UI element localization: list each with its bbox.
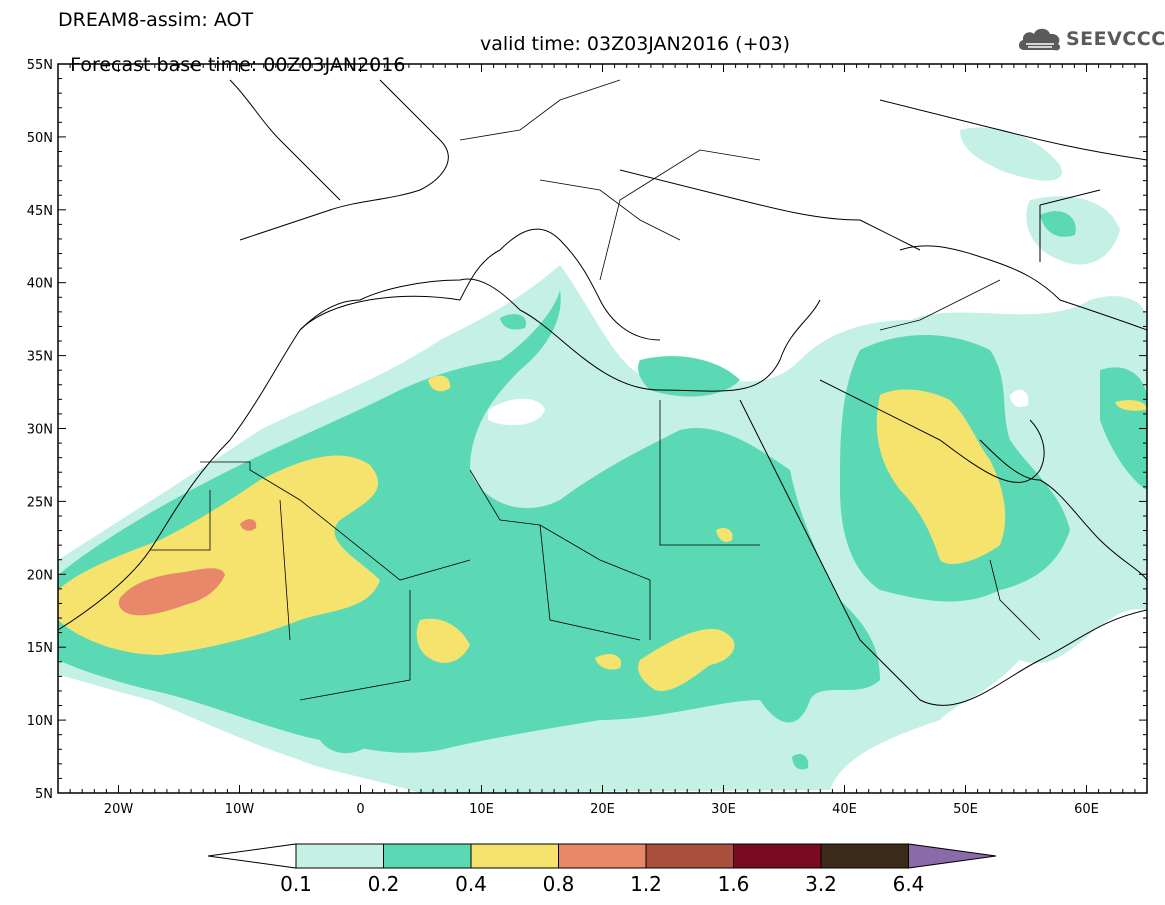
lat-label: 55N [27,58,53,73]
aot-level-0.8 [118,519,257,616]
lat-label: 15N [27,641,53,656]
colorbar-label: 0.4 [455,872,487,896]
colorbar-swatch [295,843,384,869]
lon-label: 30E [711,802,736,817]
lon-label: 20E [590,802,615,817]
colorbar-label: 1.6 [717,872,750,896]
colorbar-swatch [558,843,647,869]
colorbar-swatch [645,843,734,869]
lat-label: 10N [27,714,53,729]
lon-label: 50E [953,802,978,817]
colorbar-label: 3.2 [805,872,837,896]
colorbar-label: 0.8 [542,872,575,896]
colorbar [207,843,997,869]
aot-field [58,127,1147,793]
lat-label: 40N [27,277,53,292]
lat-label: 5N [35,787,53,802]
map-axes: 55N 50N 45N 40N 35N 30N 25N 20N 15N 10N 5N 20W 10W 0 1… [27,58,1148,817]
colorbar-swatch [820,843,909,869]
lon-label: 10W [225,802,255,817]
map-title: DREAM8-assim: AOT [58,9,254,31]
lon-label: 10E [469,802,494,817]
lon-label: 20W [104,802,134,817]
colorbar-label: 0.1 [280,872,312,896]
colorbar-swatch [733,843,822,869]
colorbar-label: 1.2 [630,872,662,896]
lat-label: 45N [27,204,53,219]
colorbar-label: 6.4 [892,872,925,896]
logo-text: SEEVCCC [1066,28,1165,50]
lat-label: 20N [27,568,53,583]
lon-label: 60E [1074,802,1099,817]
lat-label: 25N [27,495,53,510]
country-borders [150,79,1041,701]
colorbar-label: 0.2 [367,872,400,896]
colorbar-swatch [383,843,472,869]
lon-label: 0 [356,802,364,817]
colorbar-high-arrow [908,843,997,869]
colorbar-swatch [470,843,559,869]
colorbar-low-arrow [207,843,297,869]
lat-label: 35N [27,350,53,365]
cloud-icon [1018,28,1061,51]
lat-label: 50N [27,131,53,146]
coastlines [58,79,1147,706]
lon-label: 40E [832,802,857,817]
seevccc-logo: SEEVCCC [1016,22,1165,56]
valid-time: valid time: 03Z03JAN2016 (+03) [480,33,791,55]
lat-label: 30N [27,423,53,438]
